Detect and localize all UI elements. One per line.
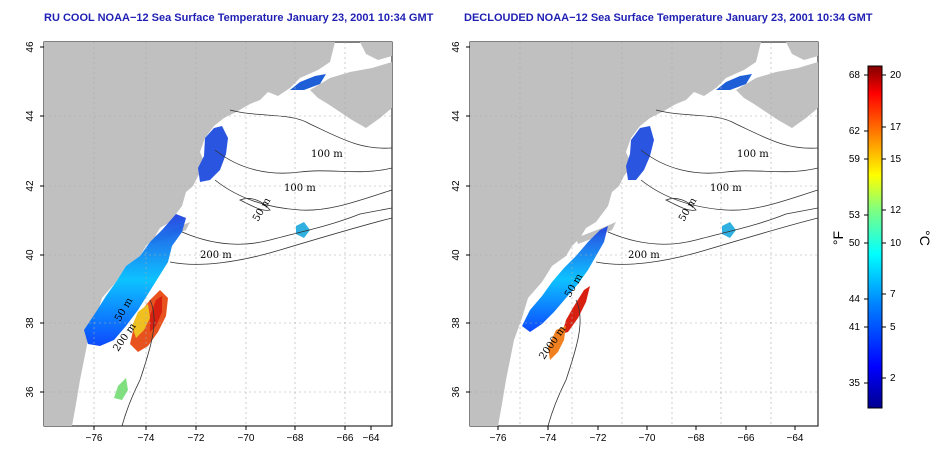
lon-tick-label: −70 — [238, 433, 255, 444]
celsius-tick-label: 2 — [890, 373, 896, 384]
fahrenheit-tick-label: 35 — [849, 378, 861, 389]
right-map: 100 m 100 m 50 m 200 m 50 m 2000 m −76 −… — [451, 41, 819, 444]
fahrenheit-unit-label: °F — [830, 231, 846, 245]
right-land-newfoundland — [786, 42, 818, 60]
lat-tick-label: 44 — [451, 110, 462, 122]
left-map-title: RU COOL NOAA−12 Sea Surface Temperature … — [44, 12, 434, 24]
left-sst-gulf-maine — [198, 126, 228, 182]
colorbar: 68 62 59 53 50 44 41 35 20 17 15 12 10 7… — [830, 65, 933, 409]
right-sst-gulf-stream — [562, 286, 590, 334]
left-bathymetry-contours — [121, 109, 392, 426]
right-sst-georges — [722, 222, 736, 238]
left-grid — [44, 42, 392, 426]
left-sst-bay-fundy — [290, 74, 326, 90]
fahrenheit-tick-label: 41 — [849, 322, 861, 333]
celsius-tick-label: 15 — [890, 154, 902, 165]
celsius-tick-label: 7 — [890, 289, 896, 300]
left-contour-label: 100 m — [284, 183, 316, 194]
lon-tick-label: −70 — [639, 433, 656, 444]
fahrenheit-tick-label: 53 — [849, 210, 861, 221]
fahrenheit-tick-label: 68 — [849, 70, 861, 81]
lat-tick-label: 42 — [25, 180, 36, 192]
lon-tick-label: −74 — [540, 433, 557, 444]
left-land-mass — [44, 42, 335, 426]
left-contour-label: 200 m — [200, 250, 232, 261]
celsius-tick-label: 12 — [890, 205, 902, 216]
lat-tick-label: 40 — [25, 249, 36, 261]
lat-tick-label: 38 — [25, 317, 36, 329]
lon-tick-label: −64 — [363, 433, 380, 444]
lon-tick-label: −76 — [490, 433, 507, 444]
fahrenheit-tick-label: 50 — [849, 238, 861, 249]
left-sst-south-patch — [114, 378, 128, 400]
right-land-nova-scotia — [736, 62, 818, 128]
celsius-unit-label: °C — [917, 230, 933, 246]
lon-tick-label: −68 — [688, 433, 705, 444]
lat-tick-label: 38 — [451, 317, 462, 329]
lon-tick-label: −66 — [738, 433, 755, 444]
fahrenheit-tick-label: 62 — [849, 126, 861, 137]
left-sst-shelf — [84, 214, 186, 346]
left-sst-georges — [296, 222, 310, 238]
celsius-tick-label: 17 — [890, 122, 902, 133]
fahrenheit-tick-label: 44 — [849, 294, 861, 305]
lon-tick-label: −68 — [287, 433, 304, 444]
celsius-tick-label: 20 — [890, 70, 902, 81]
left-map: 100 m 100 m 50 m 200 m 50 m 200 m −76 −7… — [25, 41, 393, 444]
lon-tick-label: −66 — [337, 433, 354, 444]
right-contour-label: 100 m — [710, 183, 742, 194]
right-map-title: DECLOUDED NOAA−12 Sea Surface Temperatur… — [464, 12, 873, 24]
left-contour-label: 100 m — [311, 149, 343, 160]
lat-tick-label: 44 — [25, 110, 36, 122]
left-sst-gulf-stream-core — [150, 296, 162, 332]
lon-tick-label: −72 — [188, 433, 205, 444]
right-lon-axis: −76 −74 −72 −70 −68 −66 −64 — [490, 426, 804, 444]
colorbar-gradient — [867, 65, 883, 409]
lat-tick-label: 40 — [451, 249, 462, 261]
right-land-mass — [470, 42, 761, 426]
right-sst-shelf — [522, 226, 608, 332]
fahrenheit-tick-label: 59 — [849, 154, 861, 165]
right-grid — [470, 42, 818, 426]
left-land-nova-scotia — [310, 62, 392, 128]
right-sst-bay-fundy — [716, 74, 752, 90]
lat-tick-label: 42 — [451, 180, 462, 192]
lat-tick-label: 46 — [25, 41, 36, 53]
right-contour-label: 100 m — [737, 149, 769, 160]
celsius-tick-label: 10 — [890, 238, 902, 249]
right-lat-axis: 36 38 40 42 44 46 — [451, 41, 470, 398]
lat-tick-label: 36 — [25, 386, 36, 398]
left-lon-axis: −76 −74 −72 −70 −68 −66 −64 — [86, 426, 380, 444]
celsius-tick-label: 5 — [890, 322, 896, 333]
lat-tick-label: 46 — [451, 41, 462, 53]
right-contour-label: 200 m — [628, 250, 660, 261]
left-lat-axis: 36 38 40 42 44 46 — [25, 41, 44, 398]
left-sst-warm-fringe — [132, 304, 150, 338]
right-bathymetry-contours — [547, 109, 818, 426]
lat-tick-label: 36 — [451, 386, 462, 398]
right-sst-gulf-maine — [626, 126, 654, 180]
lon-tick-label: −64 — [787, 433, 804, 444]
left-land-newfoundland — [360, 42, 392, 60]
lon-tick-label: −72 — [590, 433, 607, 444]
lon-tick-label: −76 — [86, 433, 103, 444]
right-sst-warm-fringe — [548, 326, 566, 360]
lon-tick-label: −74 — [138, 433, 155, 444]
